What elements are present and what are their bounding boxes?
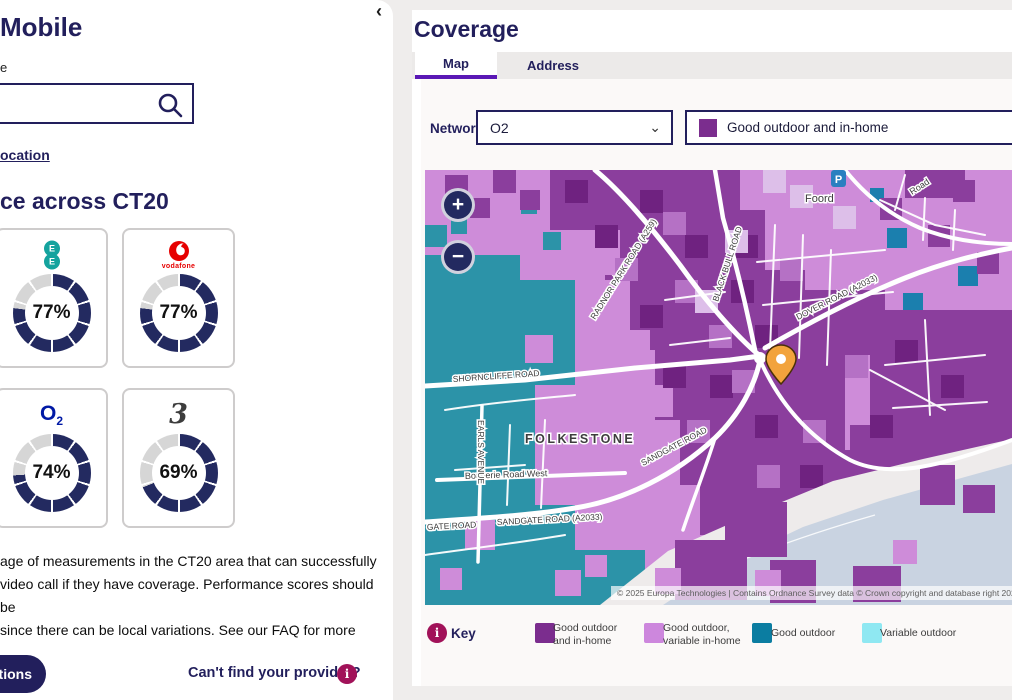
ee-logo: E E bbox=[0, 238, 106, 272]
gauge-card-vodafone: vodafone 77% bbox=[122, 228, 235, 368]
gauge-card-three: 3 69% bbox=[122, 388, 235, 528]
search-icon[interactable] bbox=[156, 91, 184, 119]
provider-question: Can't find your provider? bbox=[188, 665, 361, 681]
zoom-out-button[interactable]: − bbox=[441, 240, 475, 274]
map-label-foord: Foord bbox=[805, 193, 834, 205]
key-text-good-outdoor: Good outdoor bbox=[771, 627, 836, 639]
svg-text:E: E bbox=[48, 257, 54, 267]
legend-swatch bbox=[699, 118, 717, 137]
key-info-icon[interactable]: i bbox=[427, 623, 447, 643]
coverage-mosaic-blue bbox=[870, 188, 1001, 330]
key-text-variable-outdoor: Variable outdoor bbox=[880, 627, 957, 639]
svg-text:P: P bbox=[835, 174, 842, 186]
map-poi-icon: P bbox=[831, 170, 846, 187]
key-text-good-outdoor-inhome: Good outdoor and in-home bbox=[553, 622, 618, 647]
map-label-folkestone: FOLKESTONE bbox=[525, 432, 635, 446]
faq-button[interactable]: estions bbox=[0, 655, 46, 693]
coverage-gauge-three: 69% bbox=[138, 433, 219, 513]
postcode-field-label: e bbox=[0, 60, 8, 75]
map-label-gate-road: GATE ROAD bbox=[427, 519, 477, 532]
coverage-map[interactable]: FOLKESTONE Foord SHORNCLIFFE ROAD Bouver… bbox=[425, 170, 1012, 605]
panel-title: Mobile bbox=[0, 12, 83, 42]
performance-heading: ce across CT20 bbox=[0, 188, 169, 214]
map-copyright: © 2025 Europa Technologies | Contains Or… bbox=[611, 586, 1012, 600]
coverage-title: Coverage bbox=[414, 16, 519, 42]
three-logo: 3 bbox=[169, 399, 188, 430]
location-pin-icon bbox=[765, 344, 797, 386]
legend-dropdown[interactable]: Good outdoor and in-home bbox=[685, 110, 1012, 145]
coverage-gauge-ee: 77% bbox=[11, 273, 92, 353]
key-swatch-good-outdoor bbox=[752, 623, 772, 643]
gauge-value: 74% bbox=[32, 462, 71, 483]
vodafone-logo: vodafone bbox=[124, 238, 233, 272]
methodology-text: age of measurements in the CT20 area tha… bbox=[0, 553, 377, 638]
postcode-search-box bbox=[0, 83, 194, 124]
gauge-card-ee: E E 77% bbox=[0, 228, 108, 368]
coverage-panel: Coverage Map Address Network: O2 ⌄ Good … bbox=[412, 10, 1012, 686]
key-swatch-good-outdoor-variable bbox=[644, 623, 664, 643]
tab-map[interactable]: Map bbox=[415, 52, 497, 79]
gauge-value: 69% bbox=[159, 462, 198, 483]
gauge-card-o2: O2 74% bbox=[0, 388, 108, 528]
major-roads bbox=[425, 170, 1012, 564]
map-label-bouverie: Bouverie Road West bbox=[465, 468, 548, 481]
coverage-mosaic-orchid-corridor bbox=[575, 230, 673, 417]
chevron-down-icon: ⌄ bbox=[649, 119, 661, 135]
coverage-gauge-o2: 74% bbox=[11, 433, 92, 513]
zoom-in-button[interactable]: + bbox=[441, 188, 475, 222]
gauge-value: 77% bbox=[32, 302, 71, 323]
map-label-earls: EARLS AVENUE bbox=[476, 420, 486, 484]
provider-info-icon[interactable]: i bbox=[337, 664, 357, 684]
network-select[interactable]: O2 ⌄ bbox=[476, 110, 673, 145]
key-label: Key bbox=[451, 626, 476, 641]
key-swatch-good-outdoor-inhome bbox=[535, 623, 555, 643]
svg-text:E: E bbox=[48, 244, 54, 254]
mobile-results-panel: Mobile e ocation ce across CT20 E E 77% bbox=[0, 0, 393, 700]
o2-logo: O2 bbox=[39, 401, 64, 429]
postcode-search-input[interactable] bbox=[0, 87, 126, 120]
coverage-map-canvas: FOLKESTONE Foord SHORNCLIFFE ROAD Bouver… bbox=[425, 170, 1012, 605]
network-label: Network: bbox=[430, 121, 488, 136]
tab-address[interactable]: Address bbox=[526, 58, 580, 73]
key-swatch-variable-outdoor bbox=[862, 623, 882, 643]
coverage-tabs: Map Address bbox=[412, 52, 1012, 79]
minor-roads bbox=[425, 174, 988, 556]
coverage-gauge-vodafone: 77% bbox=[138, 273, 219, 353]
use-my-location-link[interactable]: ocation bbox=[0, 147, 50, 163]
collapse-panel-chevron-icon[interactable]: ‹ bbox=[366, 0, 392, 22]
key-text-good-outdoor-variable: Good outdoor, variable in-home bbox=[663, 622, 741, 647]
map-key: i Key Good outdoor and in-home Good outdo… bbox=[412, 622, 1012, 662]
gauge-value: 77% bbox=[159, 302, 198, 323]
coverage-mosaic-orchid-holes bbox=[440, 335, 607, 596]
